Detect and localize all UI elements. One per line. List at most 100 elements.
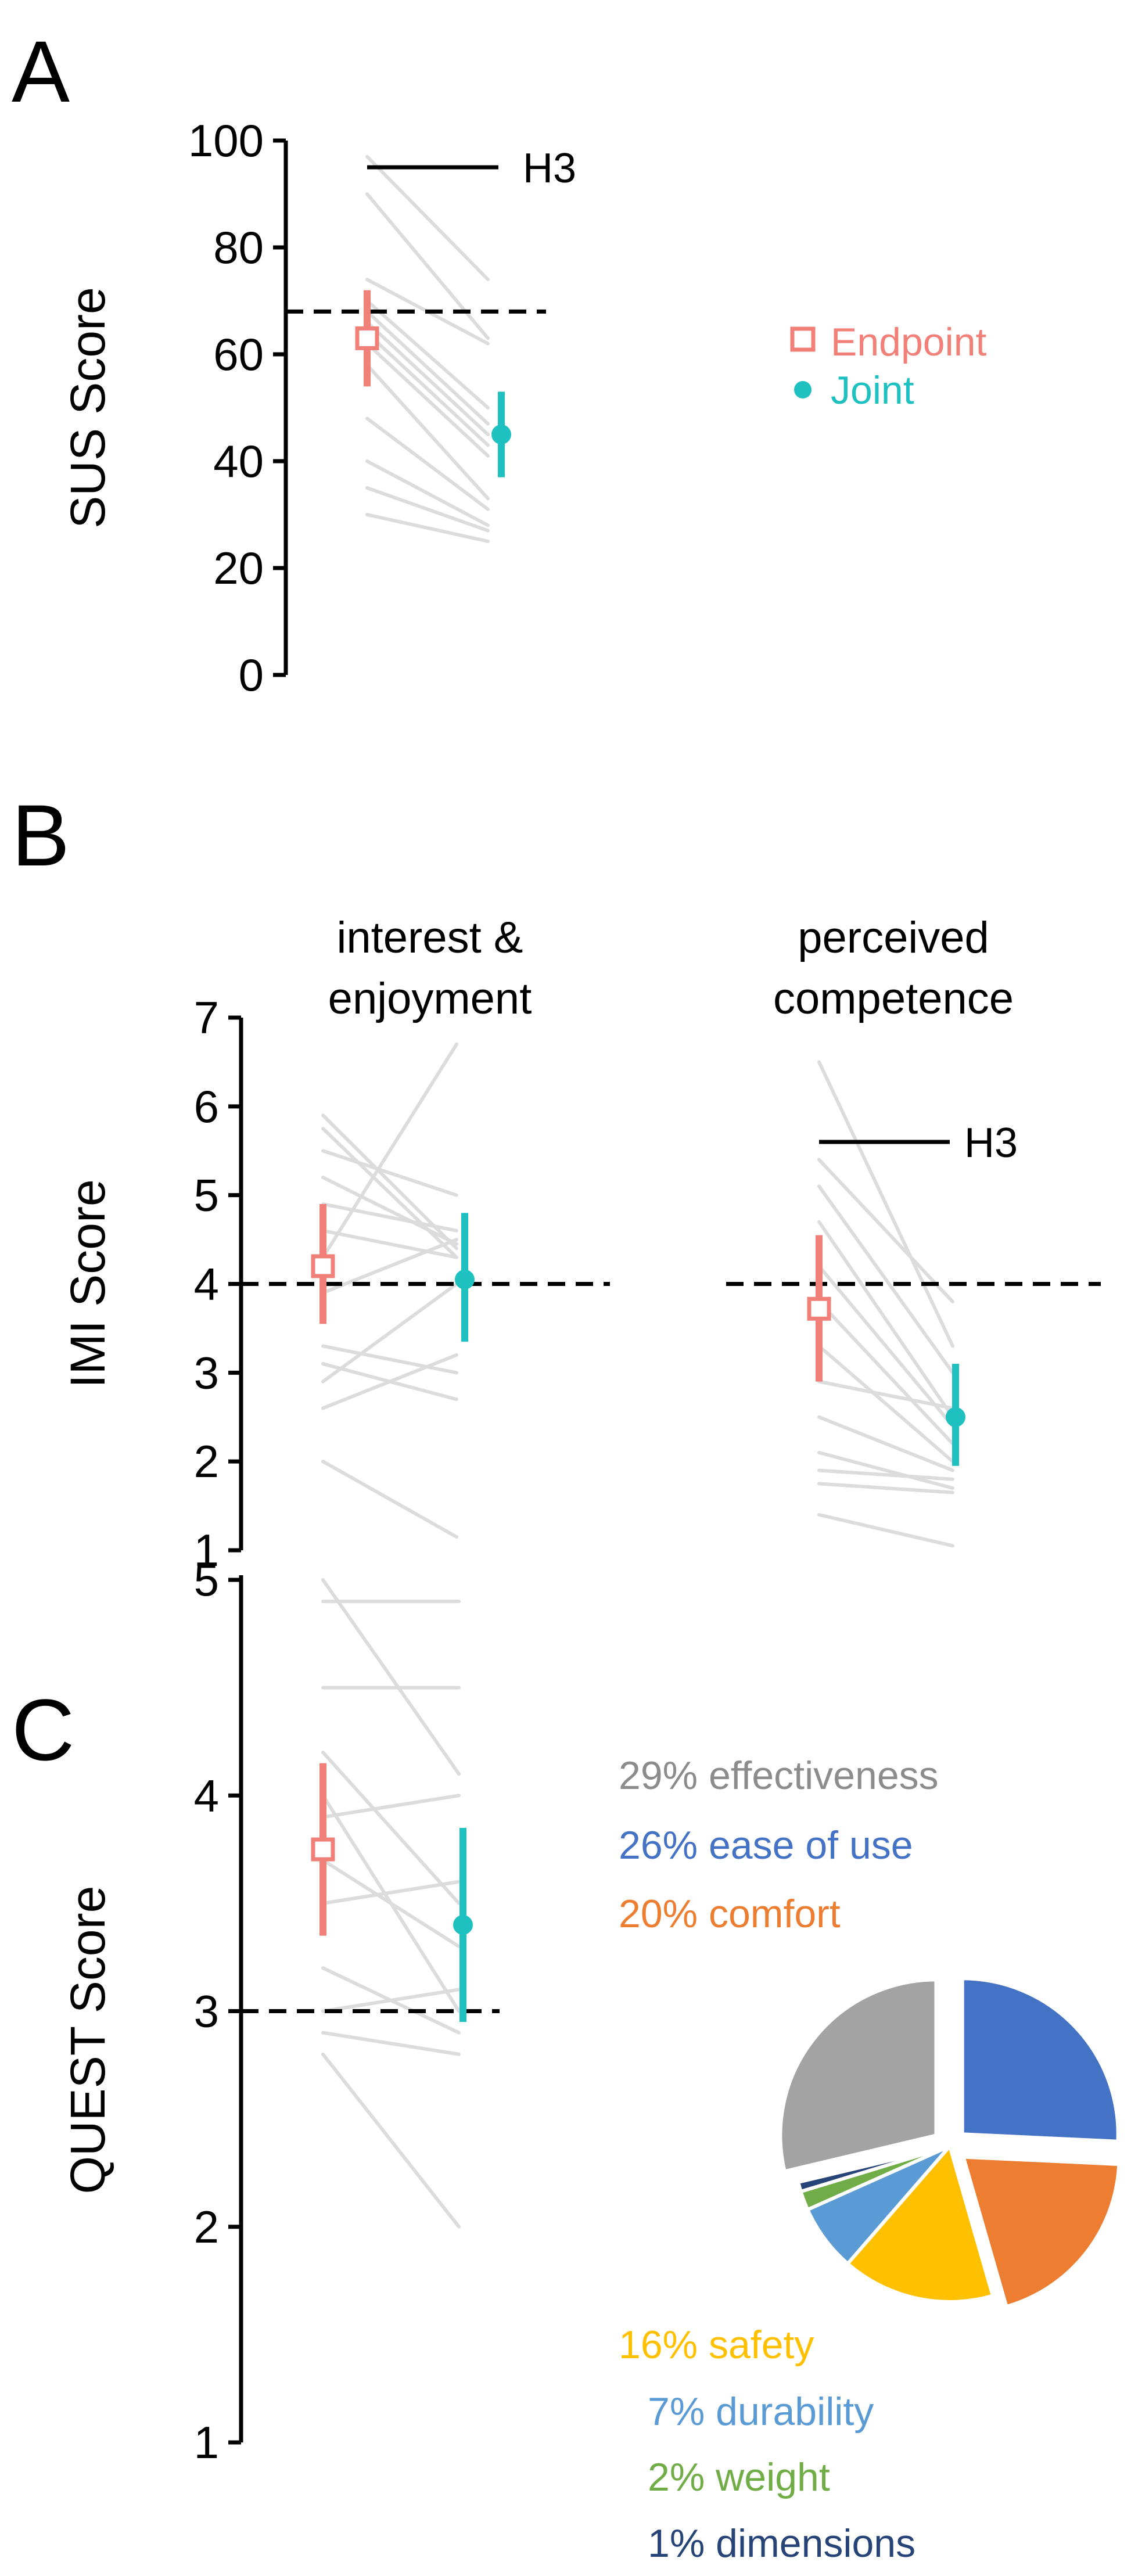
participant-line: [321, 1858, 461, 1949]
pie-slice-comfort: [961, 2155, 1121, 2309]
participant-line: [817, 1344, 954, 1464]
panel-label-c: C: [12, 1681, 74, 1779]
participant-line: [817, 1512, 954, 1548]
pie-label-safety: 16% safety: [619, 2323, 814, 2367]
pie-label-comfort: 20% comfort: [619, 1892, 841, 1936]
panel-a-endpoint-mean-marker: [355, 326, 379, 350]
panel-label-b: B: [12, 786, 70, 884]
subplot-title-line: enjoyment: [328, 974, 532, 1023]
panel-b-y-tick-label: 7: [194, 992, 219, 1043]
participant-line: [817, 1468, 954, 1481]
panel-c-endpoint-mean-marker: [311, 1837, 335, 1862]
panel-a-y-tick-label: 20: [213, 542, 264, 594]
participant-line: [321, 1042, 458, 1259]
panel-c-y-tick-label: 4: [194, 1770, 219, 1821]
subplot-title-line: perceived: [798, 913, 989, 962]
legend-joint-marker: [794, 381, 812, 398]
participant-line: [817, 1184, 954, 1375]
participant-line: [321, 2031, 461, 2056]
panel-c-y-tick-label: 2: [194, 2201, 219, 2252]
participant-line: [365, 459, 490, 527]
panel-b-right-joint-mean-marker: [946, 1407, 965, 1427]
participant-line: [321, 1460, 458, 1539]
participant-line: [365, 320, 490, 436]
subplot-title-line: competence: [773, 974, 1014, 1023]
participant-line: [321, 1127, 458, 1259]
panel-c-individual-lines: [321, 1578, 461, 2229]
participant-line: [817, 1060, 954, 1348]
participant-line: [817, 1158, 954, 1304]
panel-b-y-tick-label: 4: [194, 1259, 219, 1310]
panel-b-means: [311, 1203, 965, 1466]
participant-line: [365, 513, 490, 543]
participant-line: [817, 1220, 954, 1419]
panel-b-y-tick-label: 5: [194, 1170, 219, 1221]
panel-c-y-axis-title: QUEST Score: [60, 1886, 115, 2194]
pie-label-durability: 7% durability: [648, 2390, 874, 2434]
panel-b-left-joint-mean-marker: [455, 1269, 475, 1289]
panel-b-y-tick-label: 1: [194, 1525, 219, 1576]
participant-line: [365, 155, 490, 282]
panel-c-y-tick-label: 5: [194, 1554, 219, 1605]
pie-slice-effectiveness: [778, 1978, 938, 2173]
panel-a-y-axis-title: SUS Score: [60, 287, 115, 529]
participant-line: [817, 1264, 954, 1428]
participant-line: [321, 2052, 461, 2229]
participant-line: [365, 486, 490, 533]
panel-b-left-endpoint-mean-marker: [311, 1254, 335, 1278]
panel-a: A 0 20 40 60 80 100 SUS Score H3 Endpoin…: [12, 23, 987, 700]
participant-line: [321, 1751, 461, 1905]
panel-b-y-tick-label: 2: [194, 1436, 219, 1487]
participant-line: [365, 363, 490, 501]
participant-line: [365, 331, 490, 447]
panel-b-individual-lines: [321, 1042, 954, 1548]
participant-line: [817, 1379, 954, 1410]
participant-line: [817, 1482, 954, 1494]
participant-line: [321, 1353, 458, 1410]
panel-c-means: [311, 1763, 473, 2022]
participant-line: [321, 1238, 458, 1295]
panel-b-y-tick-label: 3: [194, 1347, 219, 1398]
pie-label-dimensions: 1% dimensions: [648, 2521, 915, 2566]
pie-slice-ease-of-use: [960, 1977, 1120, 2143]
participant-line: [321, 1988, 461, 2013]
participant-line: [365, 416, 490, 511]
panel-c-joint-mean-marker: [453, 1915, 473, 1935]
participant-line: [321, 1344, 458, 1375]
panel-b-y-tick-label: 6: [194, 1081, 219, 1132]
panel-c-y-tick-label: 1: [194, 2417, 219, 2468]
legend-joint-label: Joint: [831, 368, 914, 412]
panel-b-h3-label: H3: [964, 1120, 1018, 1166]
participant-line: [365, 342, 490, 458]
pie-slice-safety: [845, 2142, 995, 2304]
participant-line: [321, 1228, 458, 1259]
panel-a-y-tick-label: 40: [213, 436, 264, 487]
panel-a-y-tick-label: 60: [213, 329, 264, 380]
pie-slice-dimensions: [796, 2144, 950, 2194]
participant-line: [321, 1176, 458, 1246]
panel-a-h3-label: H3: [523, 145, 576, 192]
participant-line: [817, 1415, 954, 1472]
panel-a-joint-mean-marker: [491, 425, 511, 444]
panel-a-y-tick-label: 0: [239, 649, 264, 700]
panel-b: B interest & enjoyment perceived compete…: [12, 786, 1101, 1576]
pie-chart: [778, 1977, 1121, 2309]
panel-c: C 1 2 3 4 5 QUEST Score 29% effectivenes…: [12, 1554, 1121, 2566]
participant-line: [365, 192, 490, 340]
participant-line: [365, 310, 490, 426]
participant-line: [321, 1794, 461, 1819]
legend-endpoint-marker: [790, 326, 816, 352]
participant-line: [321, 1282, 458, 1384]
legend-endpoint-label: Endpoint: [831, 320, 987, 364]
panel-b-right-endpoint-mean-marker: [807, 1296, 831, 1321]
participant-line: [321, 1149, 458, 1197]
panel-a-means: [355, 290, 511, 477]
participant-line: [817, 1300, 954, 1446]
pie-label-ease-of-use: 26% ease of use: [619, 1823, 913, 1867]
participant-line: [321, 1880, 461, 1905]
participant-line: [817, 1450, 954, 1490]
panel-a-individual-lines: [365, 155, 490, 543]
participant-line: [321, 1578, 461, 1776]
panel-a-y-tick-label: 100: [188, 115, 264, 166]
